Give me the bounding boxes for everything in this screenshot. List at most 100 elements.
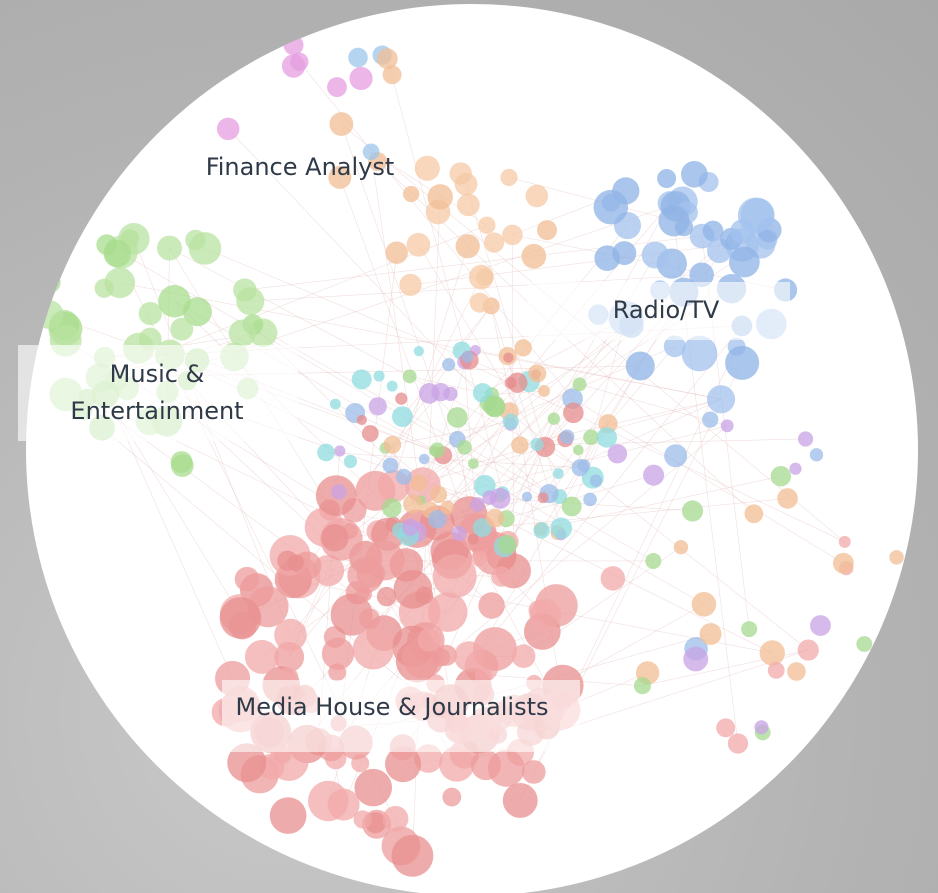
node [537,220,558,241]
node [138,301,162,326]
node [889,550,904,565]
node [559,429,575,445]
edge [519,399,722,446]
node [403,494,423,514]
node [185,229,206,251]
node [413,345,425,357]
node [521,243,547,269]
node [596,427,618,448]
node [386,380,398,392]
node [474,666,493,684]
node [612,241,637,266]
node [583,492,597,507]
node [454,641,485,672]
node [352,628,394,670]
node [39,271,61,294]
node [720,419,734,433]
edge [169,247,451,703]
node [429,445,440,456]
node [442,358,456,372]
cluster-label: Radio/TV [613,296,720,324]
node [664,444,688,468]
node [511,644,536,669]
node [787,662,806,681]
node [593,189,629,225]
edge [392,421,511,446]
node [500,168,518,187]
node [467,533,479,545]
node [361,425,379,442]
node [663,335,686,358]
node [274,618,307,652]
edge [500,498,693,512]
node [561,496,582,517]
node [440,500,455,515]
node [643,464,665,486]
node [376,586,397,607]
node [442,787,462,807]
node [281,54,306,78]
node [170,317,194,341]
node [514,339,532,357]
node [446,407,468,428]
node [511,436,529,454]
node [633,677,652,695]
edge [204,248,545,392]
node [455,234,480,259]
node [392,406,413,428]
node [329,398,341,410]
cluster-label: Media House & Journalists [236,693,549,721]
node [797,639,819,661]
node [382,457,399,474]
edge [341,123,483,528]
node [645,552,662,569]
node [467,458,479,469]
edge [387,58,503,494]
node [683,646,709,672]
node [402,185,420,203]
node [355,585,373,602]
node [469,292,490,313]
node [103,239,132,268]
node [589,474,603,487]
cluster-label: Music & [110,360,205,388]
node [104,267,136,299]
node [449,162,472,185]
node [770,465,792,487]
node [497,534,517,555]
node [34,300,64,329]
node [507,372,528,393]
node [383,435,402,454]
node [399,273,422,297]
node [362,143,380,161]
label-box [18,345,298,441]
node [334,445,346,457]
node [838,535,851,548]
node [607,443,628,464]
node [349,66,373,91]
node [641,241,669,269]
node [283,35,304,56]
node [418,453,430,465]
node [373,370,385,382]
label-box [528,282,790,340]
node [331,484,347,500]
node [233,278,257,302]
node [691,591,717,617]
node [353,810,372,829]
node [809,448,824,462]
node [328,165,352,189]
node [533,522,550,539]
edge [409,376,483,394]
node [681,500,704,522]
node [391,834,434,877]
node [503,352,514,363]
edge [429,393,550,494]
node [401,518,420,536]
node [359,608,380,629]
node [759,640,785,666]
node [716,718,736,738]
edge [572,398,844,564]
node [478,216,496,234]
label-box [222,680,580,752]
